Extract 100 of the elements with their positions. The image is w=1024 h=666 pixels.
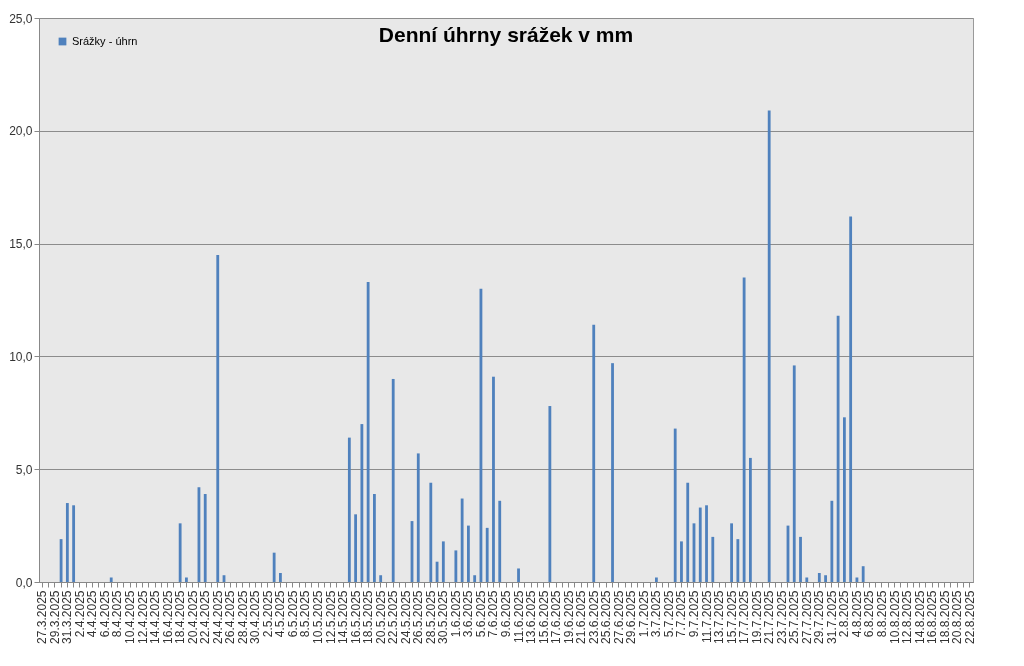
x-tick-label: 17.6.2025 <box>549 590 564 644</box>
legend-label: Srážky - úhrn <box>72 34 138 47</box>
bar <box>203 494 207 582</box>
x-tick-label: 14.8.2025 <box>912 590 927 644</box>
x-tick-label: 31.3.2025 <box>60 590 75 644</box>
bar <box>354 514 358 582</box>
bar <box>460 498 464 582</box>
bar <box>373 494 376 582</box>
bar <box>485 527 489 582</box>
x-tick-label: 7.7.2025 <box>674 590 689 638</box>
y-tick-label: 0,0 <box>15 575 33 590</box>
x-tick-label: 16.5.2025 <box>348 590 363 644</box>
x-tick-label: 1.6.2025 <box>448 590 463 638</box>
x-tick-label: 30.5.2025 <box>436 590 451 644</box>
bar <box>379 575 383 582</box>
bar <box>686 482 690 582</box>
x-tick-label: 29.3.2025 <box>47 590 62 644</box>
bar <box>792 365 796 582</box>
x-tick-label: 2.4.2025 <box>72 590 87 638</box>
bar <box>466 525 470 582</box>
bar <box>817 572 821 582</box>
x-tick-label: 20.8.2025 <box>950 590 965 644</box>
x-tick-label: 10.4.2025 <box>123 590 138 644</box>
x-tick-label: 31.7.2025 <box>824 590 839 644</box>
x-tick-label: 26.5.2025 <box>411 590 426 644</box>
x-tick-label: 1.7.2025 <box>636 590 651 638</box>
x-tick-label: 24.4.2025 <box>210 590 225 644</box>
x-tick-label: 6.4.2025 <box>97 590 112 638</box>
x-tick-label: 27.3.2025 <box>35 590 50 644</box>
bar <box>849 216 853 582</box>
x-tick-label: 15.7.2025 <box>724 590 739 644</box>
x-tick-label: 8.5.2025 <box>298 590 313 638</box>
x-tick-label: 3.6.2025 <box>461 590 476 638</box>
x-tick-label: 26.4.2025 <box>223 590 238 644</box>
x-tick-label: 12.4.2025 <box>135 590 150 644</box>
x-tick-label: 25.6.2025 <box>599 590 614 644</box>
bar <box>611 363 614 582</box>
x-tick-label: 2.5.2025 <box>260 590 275 638</box>
x-tick-label: 12.8.2025 <box>900 590 915 644</box>
bar <box>736 539 740 582</box>
bar <box>548 406 552 582</box>
x-tick-label: 27.6.2025 <box>611 590 626 644</box>
x-tick-label: 4.5.2025 <box>273 590 288 638</box>
bar <box>799 536 802 582</box>
x-tick-label: 27.7.2025 <box>799 590 814 644</box>
x-tick-label: 28.4.2025 <box>235 590 250 644</box>
bar <box>824 575 827 582</box>
bar <box>742 277 746 582</box>
x-tick-label: 11.7.2025 <box>699 590 714 643</box>
bar <box>711 536 715 582</box>
bar <box>272 552 276 582</box>
bar <box>517 568 520 582</box>
y-tick-label: 5,0 <box>15 462 33 477</box>
bar <box>391 378 395 582</box>
x-tick-label: 21.7.2025 <box>762 590 777 644</box>
bar <box>805 577 809 582</box>
x-tick-label: 18.5.2025 <box>361 590 376 644</box>
x-tick-label: 23.7.2025 <box>774 590 789 644</box>
x-tick-label: 24.5.2025 <box>398 590 413 644</box>
y-tick-label: 15,0 <box>9 237 33 252</box>
x-tick-label: 8.4.2025 <box>110 590 125 638</box>
bar <box>830 500 834 582</box>
bar <box>673 428 677 582</box>
x-tick-label: 23.6.2025 <box>586 590 601 644</box>
x-tick-label: 22.8.2025 <box>962 590 977 644</box>
bar <box>429 482 433 582</box>
bar <box>592 324 596 582</box>
y-tick-label: 20,0 <box>9 124 33 139</box>
x-tick-label: 5.7.2025 <box>661 590 676 638</box>
x-tick-label: 29.7.2025 <box>812 590 827 644</box>
bar <box>705 505 708 582</box>
bar <box>680 541 683 582</box>
bar <box>730 523 733 582</box>
x-tick-label: 17.7.2025 <box>737 590 752 644</box>
x-tick-label: 10.5.2025 <box>311 590 326 644</box>
x-tick-label: 9.6.2025 <box>499 590 513 638</box>
x-tick-label: 8.8.2025 <box>874 590 889 638</box>
x-tick-label: 3.7.2025 <box>649 590 664 638</box>
x-tick-label: 22.4.2025 <box>198 590 213 644</box>
x-tick-label: 25.7.2025 <box>787 590 802 644</box>
bar <box>178 523 182 582</box>
bar <box>185 577 188 582</box>
x-tick-label: 13.6.2025 <box>524 590 539 644</box>
x-tick-label: 14.5.2025 <box>336 590 351 644</box>
x-tick-label: 4.4.2025 <box>85 590 100 638</box>
bar <box>473 575 477 582</box>
x-tick-label: 6.5.2025 <box>285 590 300 638</box>
x-tick-label: 28.5.2025 <box>423 590 438 644</box>
bar <box>279 572 282 582</box>
x-tick-label: 30.4.2025 <box>248 590 263 644</box>
y-tick-label: 10,0 <box>9 349 33 364</box>
x-tick-label: 18.8.2025 <box>937 590 952 644</box>
x-tick-label: 20.5.2025 <box>373 590 388 644</box>
bar <box>441 541 445 582</box>
x-tick-label: 22.5.2025 <box>386 590 401 644</box>
bar <box>360 424 364 582</box>
x-tick-label: 20.4.2025 <box>185 590 200 644</box>
bar <box>698 507 702 582</box>
x-tick-label: 5.6.2025 <box>473 590 488 638</box>
x-tick-label: 13.7.2025 <box>712 590 727 644</box>
